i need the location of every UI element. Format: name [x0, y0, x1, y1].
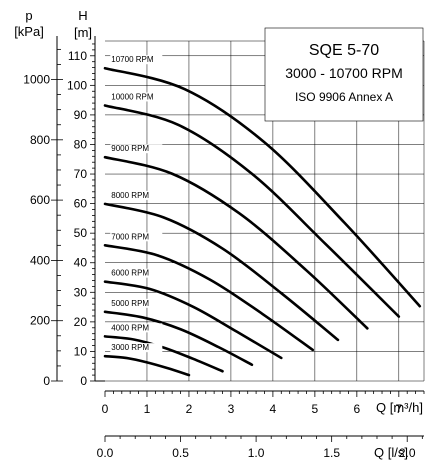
- flow-tick-label: 7: [395, 402, 402, 416]
- head-tick-label: 80: [74, 137, 88, 151]
- pressure-axis-unit: [kPa]: [14, 24, 44, 39]
- rpm-label-background: [110, 92, 163, 102]
- head-tick-label: 10: [74, 344, 88, 358]
- rpm-label-background: [110, 298, 163, 308]
- head-tick-label: 70: [74, 167, 88, 181]
- rpm-label: 6000 RPM: [111, 269, 149, 278]
- rpm-label-background: [110, 55, 163, 65]
- flow-ls-tick-label: 1.5: [323, 446, 340, 460]
- rpm-label-background: [110, 323, 163, 333]
- head-tick-label: 30: [74, 285, 88, 299]
- flow-tick-label: 2: [186, 402, 193, 416]
- flow-ls-axis-title: Q [l/s]: [374, 445, 408, 460]
- pump-curve-line: [103, 310, 254, 367]
- head-tick-label: 60: [74, 197, 88, 211]
- pump-curve-line: [103, 335, 224, 373]
- rpm-label: 3000 RPM: [111, 343, 149, 352]
- pump-curves: [103, 66, 422, 377]
- rpm-label-background: [110, 343, 163, 353]
- head-axis-unit: [m]: [74, 25, 92, 40]
- chart-standard: ISO 9906 Annex A: [295, 90, 393, 104]
- pressure-tick-label: 1000: [23, 73, 50, 87]
- rpm-label: 7000 RPM: [111, 232, 149, 241]
- flow-tick-label: 1: [144, 402, 151, 416]
- pressure-axis-title: p: [25, 8, 32, 23]
- head-tick-label: 40: [74, 256, 88, 270]
- flow-ls-tick-label: 0.5: [172, 446, 189, 460]
- rpm-label: 4000 RPM: [111, 323, 149, 332]
- pressure-tick-label: 400: [30, 253, 50, 267]
- flow-tick-label: 4: [270, 402, 277, 416]
- rpm-label-background: [110, 190, 163, 200]
- head-tick-label: 100: [67, 78, 87, 92]
- rpm-label-background: [110, 268, 163, 278]
- flow-tick-label: 6: [353, 402, 360, 416]
- rpm-label-background: [110, 232, 163, 242]
- pump-curve-line: [103, 104, 401, 318]
- pump-curve-line: [103, 280, 283, 360]
- head-tick-label: 0: [80, 374, 87, 388]
- pump-curve-line: [103, 155, 369, 330]
- flow-ls-tick-label: 0.0: [97, 446, 114, 460]
- rpm-labels: 3000 RPM 4000 RPM 5000 RPM 6000 RPM 7000 RPM…: [110, 55, 163, 353]
- flow-tick-label: 5: [312, 402, 319, 416]
- rpm-label: 8000 RPM: [111, 191, 149, 200]
- flow-ls-tick-label: 1.0: [248, 446, 265, 460]
- head-tick-label: 20: [74, 315, 88, 329]
- pump-curve-line: [103, 354, 191, 377]
- rpm-label-background: [110, 144, 163, 154]
- pressure-tick-label: 200: [30, 314, 50, 328]
- pressure-tick-label: 600: [30, 193, 50, 207]
- rpm-label: 10700 RPM: [111, 55, 154, 64]
- head-axis-title: H: [78, 8, 87, 23]
- flow-tick-label: 3: [228, 402, 235, 416]
- chart-axes: 0102030405060708090100110020040060080010…: [23, 36, 425, 460]
- pressure-tick-label: 800: [30, 133, 50, 147]
- pressure-tick-label: 0: [43, 374, 50, 388]
- pump-curve-line: [103, 243, 315, 352]
- pump-curve-line: [103, 202, 340, 342]
- rpm-label: 9000 RPM: [111, 144, 149, 153]
- head-tick-label: 90: [74, 108, 88, 122]
- head-tick-label: 50: [74, 226, 88, 240]
- flow-tick-label: 0: [102, 402, 109, 416]
- chart-subtitle: 3000 - 10700 RPM: [285, 65, 403, 81]
- title-box: [264, 27, 424, 122]
- pump-curve-line: [103, 66, 422, 308]
- flow-axis-title: Q [m³/h]: [376, 400, 423, 415]
- rpm-label: 10000 RPM: [111, 92, 154, 101]
- head-tick-label: 110: [68, 49, 87, 63]
- flow-ls-tick-label: 2.0: [399, 446, 416, 460]
- rpm-label: 5000 RPM: [111, 299, 149, 308]
- chart-title: SQE 5-70: [309, 42, 379, 59]
